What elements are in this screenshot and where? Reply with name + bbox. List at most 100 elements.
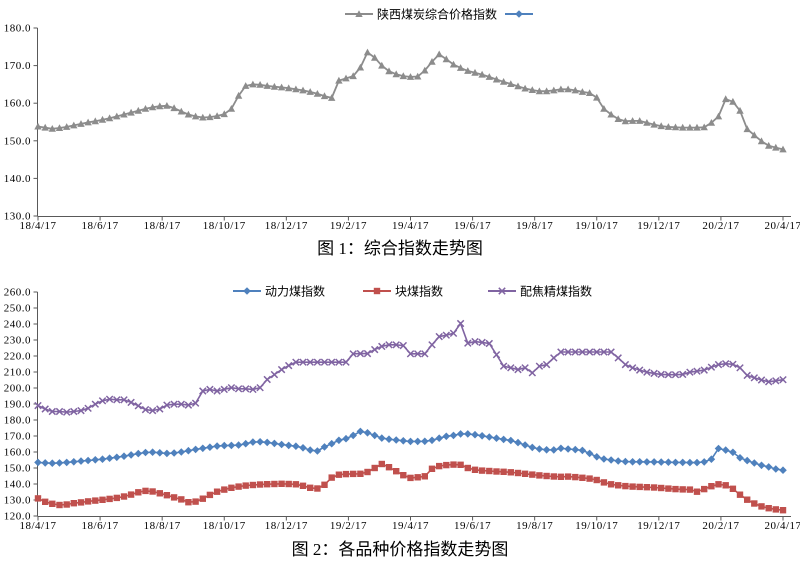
x-marker <box>163 401 171 409</box>
y-tick-label: 240.0 <box>4 319 31 331</box>
diamond-marker <box>299 444 307 452</box>
square-marker <box>607 481 615 488</box>
diamond-marker <box>643 458 651 466</box>
diamond-marker <box>571 445 580 454</box>
triangle-marker <box>77 120 85 127</box>
triangle-marker <box>127 108 135 116</box>
x-tick-label: 18/8/17 <box>144 520 181 532</box>
series-line <box>37 51 784 151</box>
square-marker <box>149 488 156 495</box>
diamond-marker <box>148 448 157 456</box>
diamond-marker <box>435 434 443 442</box>
y-axis-labels: 180.0 170.0 160.0 150.0 140.0 130.0 <box>4 23 31 223</box>
diamond-marker <box>335 436 343 445</box>
legend-label: 块煤指数 <box>395 284 443 299</box>
diamond-marker <box>392 436 400 444</box>
square-marker <box>228 484 235 491</box>
diamond-marker <box>141 448 150 457</box>
triangle-marker <box>234 91 243 99</box>
x-marker <box>678 370 687 379</box>
triangle-marker <box>356 63 365 71</box>
x-marker <box>34 401 42 410</box>
square-marker <box>113 494 120 502</box>
y-tick-label: 190.0 <box>4 399 31 411</box>
triangle-marker <box>355 10 363 17</box>
x-marker <box>213 387 221 395</box>
x-tick-label: 18/4/17 <box>19 520 56 532</box>
x-marker <box>292 358 300 366</box>
x-marker <box>413 350 422 358</box>
x-marker <box>449 329 458 338</box>
diamond-marker <box>327 439 336 448</box>
x-marker <box>356 349 365 358</box>
x-marker <box>84 404 92 413</box>
x-tick-label: 18/12/17 <box>265 220 308 232</box>
square-marker <box>70 500 77 507</box>
diamond-marker <box>564 445 572 453</box>
triangle-marker <box>148 103 157 111</box>
x-marker <box>206 385 214 394</box>
x-marker <box>657 370 665 379</box>
diamond-marker <box>55 459 64 467</box>
x-marker <box>113 396 121 404</box>
square-marker <box>615 482 622 489</box>
diamond-marker <box>363 429 372 437</box>
diamond-marker <box>635 458 644 466</box>
square-marker <box>636 483 643 491</box>
x-marker <box>435 332 443 341</box>
square-marker <box>686 486 694 493</box>
triangle-marker <box>34 122 42 130</box>
y-tick-label: 250.0 <box>4 303 31 315</box>
square-marker <box>400 472 407 479</box>
x-tick-label: 20/4/17 <box>764 220 800 232</box>
diamond-marker <box>320 443 329 451</box>
triangle-marker <box>320 92 329 100</box>
square-marker <box>693 488 701 495</box>
x-marker <box>370 345 379 354</box>
triangle-marker <box>306 88 314 95</box>
diamond-marker <box>184 446 193 455</box>
square-marker <box>701 485 708 493</box>
y-tick-label: 170.0 <box>4 60 31 72</box>
triangle-marker <box>571 86 579 94</box>
x-tick-label: 19/4/17 <box>392 520 429 532</box>
square-marker <box>170 494 178 501</box>
y-tick-label: 130.0 <box>4 211 31 223</box>
triangle-marker <box>542 87 551 95</box>
diamond-marker <box>421 437 429 446</box>
square-marker <box>49 500 56 507</box>
diamond-marker <box>241 439 250 448</box>
triangle-marker <box>700 123 708 131</box>
square-marker <box>364 468 371 476</box>
x-tick-label: 19/8/17 <box>516 520 553 532</box>
square-marker <box>729 485 737 492</box>
triangle-marker <box>535 87 544 95</box>
diamond-marker <box>449 431 458 440</box>
x-marker <box>721 359 730 368</box>
square-marker <box>679 486 686 493</box>
diamond-marker <box>406 437 415 446</box>
square-marker <box>278 480 285 487</box>
diamond-marker <box>721 446 730 454</box>
square-marker <box>271 480 278 488</box>
x-tick-label: 19/10/17 <box>575 520 618 532</box>
x-marker <box>148 406 157 415</box>
triangle-marker <box>120 110 128 118</box>
triangle-marker <box>285 84 293 92</box>
diamond-marker <box>550 446 558 454</box>
triangle-marker <box>435 50 443 58</box>
x-marker <box>385 341 393 349</box>
x-marker <box>48 407 57 416</box>
square-marker <box>307 484 314 491</box>
square-marker <box>564 473 572 480</box>
x-marker <box>485 339 494 348</box>
triangle-marker <box>406 73 415 80</box>
triangle-marker <box>442 55 450 63</box>
diamond-marker <box>456 430 465 438</box>
diamond-marker <box>428 436 436 445</box>
triangle-marker <box>170 104 178 112</box>
diamond-marker <box>700 458 708 466</box>
square-marker <box>751 500 758 507</box>
square-marker <box>328 474 335 481</box>
square-marker <box>643 484 651 491</box>
